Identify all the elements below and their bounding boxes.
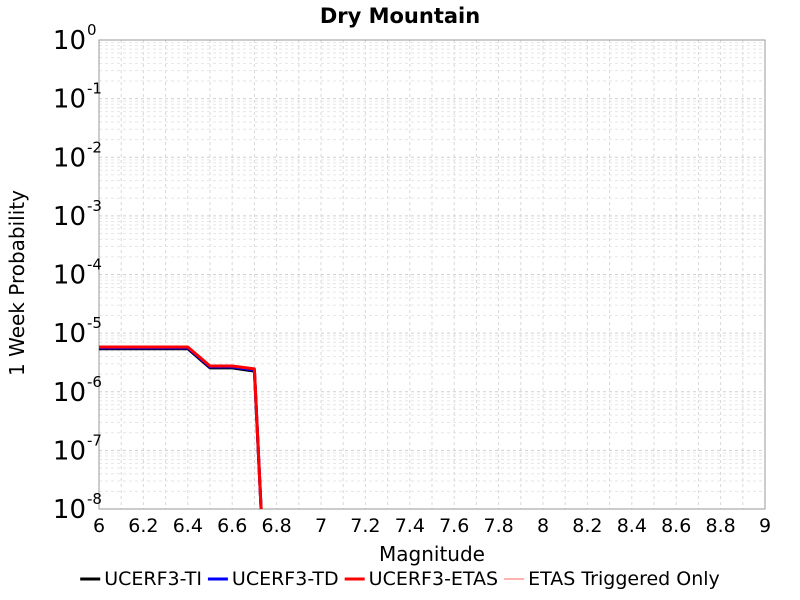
y-tick-base: 10 [53,143,86,173]
legend-item: ETAS Triggered Only [504,568,720,590]
x-tick-label: 6.2 [128,515,158,537]
y-tick-exponent: -3 [87,197,102,215]
x-tick-label: 6 [93,515,105,537]
x-axis-label: Magnitude [379,542,485,566]
x-tick-label: 9 [759,515,771,537]
legend-item: UCERF3-ETAS [344,568,498,590]
legend-label: ETAS Triggered Only [528,568,720,590]
y-tick-label: 10 0 [53,21,97,56]
x-tick-label: 8.4 [617,515,647,537]
y-tick-exponent: -6 [87,373,102,391]
y-tick-base: 10 [53,202,86,232]
y-tick-exponent: 0 [87,21,97,39]
x-tick-label: 8.8 [705,515,735,537]
legend-item: UCERF3-TI [80,568,202,590]
x-tick-label: 6.4 [173,515,203,537]
x-tick-label: 8.2 [572,515,602,537]
x-tick-label: 7.2 [350,515,380,537]
x-tick-label: 8 [537,515,549,537]
y-tick-base: 10 [53,436,86,466]
legend-item: UCERF3-TD [207,568,339,590]
y-tick-exponent: -7 [87,431,102,449]
legend-label: UCERF3-TI [104,568,202,590]
y-tick-label: 10 -6 [53,373,102,408]
y-axis-label: 1 Week Probability [5,190,29,376]
y-tick-exponent: -2 [87,138,102,156]
y-tick-label: 10 -3 [53,197,102,232]
y-tick-label: 10 -1 [53,80,102,115]
x-tick-label: 8.6 [661,515,691,537]
y-tick-exponent: -5 [87,314,102,332]
y-tick-exponent: -1 [87,80,102,98]
legend-label: UCERF3-TD [232,568,339,590]
x-tick-label: 7.4 [395,515,425,537]
x-tick-label: 6.6 [217,515,247,537]
y-tick-base: 10 [53,319,86,349]
y-tick-base: 10 [53,26,86,56]
x-tick-label: 7.6 [439,515,469,537]
y-tick-exponent: -4 [87,256,102,274]
x-tick-label: 7.8 [483,515,513,537]
y-tick-label: 10 -4 [53,256,102,291]
plot-frame [98,39,766,510]
x-tick-label: 6.8 [261,515,291,537]
y-tick-exponent: -8 [87,490,102,508]
series-layer [99,345,263,510]
y-tick-label: 10 -2 [53,138,102,173]
y-tick-base: 10 [53,261,86,291]
x-tick-labels: 6 6.2 6.4 6.6 6.8 7 7.2 7.4 7.6 7.8 8 8.2 8.4 8.6 8.8 9 [93,515,771,537]
series-line [99,345,263,510]
y-tick-label: 10 -5 [53,314,102,349]
x-tick-label: 7 [315,515,327,537]
y-tick-base: 10 [53,378,86,408]
grid [99,40,765,509]
y-tick-label: 10 -7 [53,431,102,466]
y-tick-base: 10 [53,495,86,525]
legend: UCERF3-TI UCERF3-TD UCERF3-ETAS ETAS Trigge… [80,568,720,590]
y-tick-base: 10 [53,85,86,115]
legend-label: UCERF3-ETAS [369,568,498,590]
y-tick-label: 10 -8 [53,490,102,525]
chart-title: Dry Mountain [320,4,480,28]
